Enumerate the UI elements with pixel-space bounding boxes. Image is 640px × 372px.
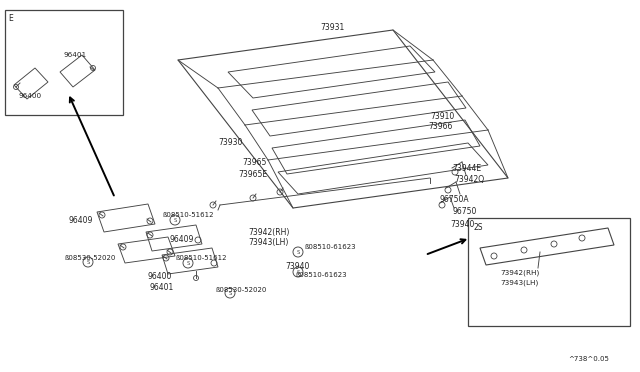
- Text: S: S: [228, 291, 232, 296]
- Text: 2S: 2S: [474, 223, 483, 232]
- Text: 96401: 96401: [63, 52, 86, 58]
- Text: 73943(LH): 73943(LH): [500, 280, 538, 286]
- Text: 73942(RH): 73942(RH): [248, 228, 289, 237]
- Text: E: E: [8, 14, 13, 23]
- Text: 73942(RH): 73942(RH): [500, 270, 540, 276]
- Text: ß08510-61623: ß08510-61623: [295, 272, 347, 278]
- Text: S: S: [173, 218, 177, 223]
- Text: 73930: 73930: [218, 138, 243, 147]
- Text: ß08510-61623: ß08510-61623: [304, 244, 356, 250]
- Text: ß08530-52020: ß08530-52020: [64, 255, 115, 261]
- Text: ß08530-52020: ß08530-52020: [215, 287, 266, 293]
- Text: S: S: [86, 260, 90, 265]
- Text: 73966: 73966: [428, 122, 452, 131]
- Text: 73940: 73940: [285, 262, 309, 271]
- Text: 96401: 96401: [150, 283, 174, 292]
- Text: ß08510-51612: ß08510-51612: [175, 255, 227, 261]
- Text: 96409: 96409: [170, 235, 195, 244]
- Text: ß08510-51612: ß08510-51612: [162, 212, 214, 218]
- Text: 73940: 73940: [450, 220, 474, 229]
- Text: 96400: 96400: [148, 272, 172, 281]
- Text: S: S: [296, 270, 300, 275]
- Text: 73910: 73910: [430, 112, 454, 121]
- Text: S: S: [296, 250, 300, 255]
- Text: 96750: 96750: [453, 207, 477, 216]
- Text: S: S: [186, 261, 189, 266]
- Text: 73943(LH): 73943(LH): [248, 238, 289, 247]
- Text: 73965E: 73965E: [238, 170, 267, 179]
- Text: 96409: 96409: [68, 216, 92, 225]
- Text: 73931: 73931: [320, 23, 344, 32]
- Bar: [468, 218, 630, 326]
- Text: 73944E: 73944E: [452, 164, 481, 173]
- Bar: [5, 10, 123, 115]
- Text: 96400: 96400: [18, 93, 41, 99]
- Text: ^738^0.05: ^738^0.05: [568, 356, 609, 362]
- Text: 96750A: 96750A: [440, 195, 470, 204]
- Text: 73965: 73965: [242, 158, 266, 167]
- Text: 73942Q: 73942Q: [454, 175, 484, 184]
